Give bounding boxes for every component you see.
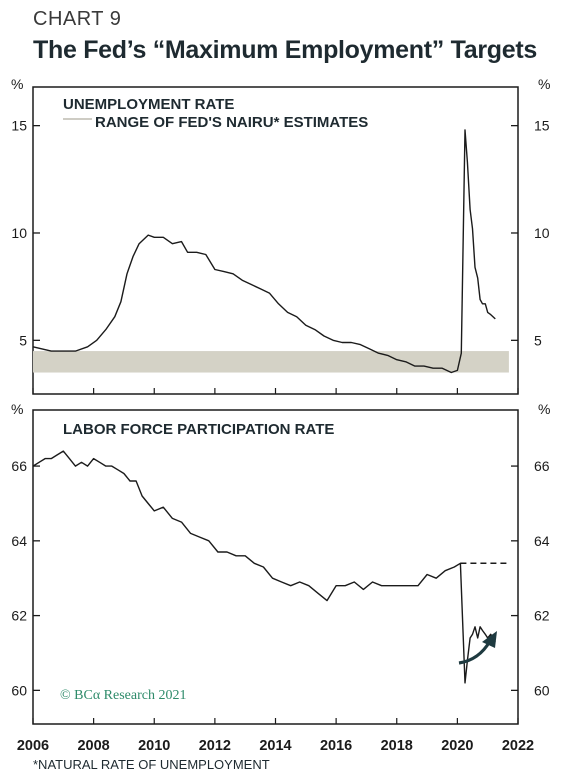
x-tick-label: 2020 [441, 738, 473, 754]
bottom-axis-ticks: 60 60 62 62 64 64 66 66 [11, 458, 550, 724]
footnote: *NATURAL RATE OF UNEMPLOYMENT [33, 757, 270, 772]
y-tick-label-left: 64 [11, 533, 27, 549]
series-line-unemployment-rate [32, 129, 496, 374]
x-tick-label: 2022 [502, 738, 534, 754]
y-tick-label-right: 62 [534, 608, 550, 624]
x-tick-label: 2014 [259, 738, 291, 754]
nairu-range-band [33, 351, 509, 373]
bottom-unit-right: % [538, 401, 550, 417]
top-band-layer [33, 351, 509, 373]
chart-title: The Fed’s “Maximum Employment” Targets [33, 36, 537, 64]
y-tick-label-left: 15 [11, 118, 27, 134]
bottom-panel-frame [32, 409, 519, 725]
y-tick-label-right: 60 [534, 682, 550, 698]
series-line-labor-force-participation-rate [32, 450, 496, 684]
bottom-series-layer [32, 450, 509, 684]
y-tick-label-left: 5 [19, 332, 27, 348]
x-tick-label: 2008 [77, 738, 109, 754]
y-tick-label-left: 66 [11, 458, 27, 474]
y-tick-label-left: 10 [11, 225, 27, 241]
top-series-layer [32, 129, 496, 374]
top-axis-ticks: 5 5 10 10 15 15 [11, 118, 550, 394]
y-tick-label-right: 5 [534, 332, 542, 348]
chart-number: CHART 9 [33, 8, 122, 30]
x-axis-ticks: 2006 2008 2010 2012 2014 2016 2018 2020 2022 [17, 738, 534, 754]
top-unit-left: % [11, 76, 23, 92]
legend-nairu-range: RANGE OF FED'S NAIRU* ESTIMATES [95, 114, 368, 131]
bottom-unit-left: % [11, 401, 23, 417]
top-unit-right: % [538, 76, 550, 92]
y-tick-label-right: 10 [534, 225, 550, 241]
top-panel-frame [32, 86, 519, 395]
recovery-arrowhead [482, 631, 497, 648]
legend-participation-rate: LABOR FORCE PARTICIPATION RATE [63, 421, 334, 438]
y-tick-label-right: 64 [534, 533, 550, 549]
y-tick-label-right: 66 [534, 458, 550, 474]
x-tick-label: 2016 [320, 738, 352, 754]
x-tick-label: 2018 [381, 738, 413, 754]
copyright: © BCα Research 2021 [60, 688, 186, 703]
x-tick-label: 2012 [199, 738, 231, 754]
y-tick-label-left: 62 [11, 608, 27, 624]
x-tick-label: 2010 [138, 738, 170, 754]
y-tick-label-right: 15 [534, 118, 550, 134]
y-tick-label-left: 60 [11, 682, 27, 698]
x-tick-label: 2006 [17, 738, 49, 754]
legend-unemployment-rate: UNEMPLOYMENT RATE [63, 96, 234, 113]
